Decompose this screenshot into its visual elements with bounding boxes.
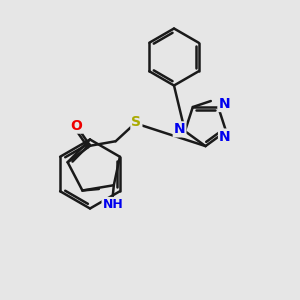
Text: N: N: [218, 97, 230, 111]
Text: N: N: [174, 122, 185, 136]
Text: O: O: [71, 118, 82, 133]
Text: S: S: [131, 115, 141, 129]
Text: N: N: [219, 130, 231, 144]
Text: NH: NH: [103, 198, 123, 211]
